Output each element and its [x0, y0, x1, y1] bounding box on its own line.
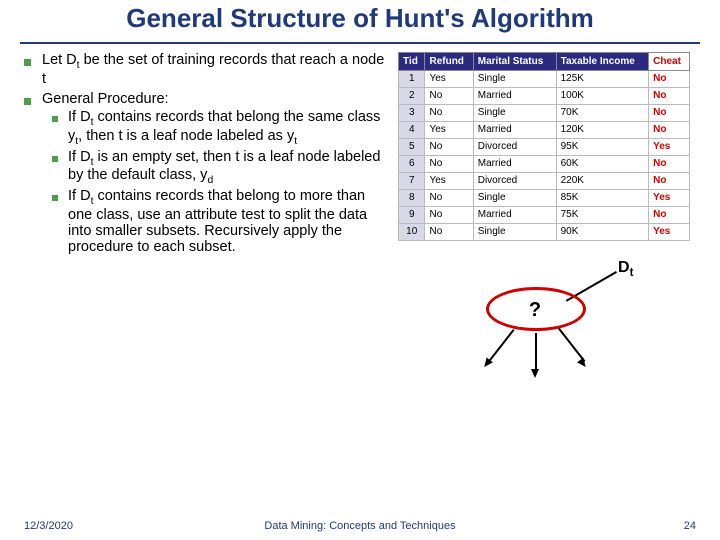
table-col-2: Marital Status — [473, 52, 556, 70]
dt-label: Dt — [618, 259, 633, 279]
table-row: 9NoMarried75KNo — [399, 206, 690, 223]
bullet-2b: If Dt is an empty set, then t is a leaf … — [42, 149, 390, 187]
child-arrow-2 — [535, 333, 537, 373]
bullet-2: General Procedure: If Dt contains record… — [20, 91, 390, 255]
slide-title: General Structure of Hunt's Algorithm — [0, 0, 720, 42]
table-row: 7YesDivorced220KNo — [399, 172, 690, 189]
table-row: 5NoDivorced95KYes — [399, 138, 690, 155]
table-row: 3NoSingle70KNo — [399, 104, 690, 121]
training-data-table: TidRefundMarital StatusTaxable IncomeChe… — [398, 52, 690, 241]
table-col-0: Tid — [399, 52, 425, 70]
footer-center: Data Mining: Concepts and Techniques — [0, 520, 720, 532]
title-divider — [20, 42, 700, 44]
child-arrow-1 — [487, 329, 514, 363]
content-area: Let Dt be the set of training records th… — [0, 52, 720, 381]
table-col-4: Cheat — [649, 52, 690, 70]
table-row: 6NoMarried60KNo — [399, 155, 690, 172]
table-row: 2NoMarried100KNo — [399, 87, 690, 104]
table-col-3: Taxable Income — [556, 52, 649, 70]
table-row: 4YesMarried120KNo — [399, 121, 690, 138]
table-col-1: Refund — [425, 52, 473, 70]
table-row: 1YesSingle125KNo — [399, 70, 690, 87]
table-row: 8NoSingle85KYes — [399, 189, 690, 206]
child-arrow-2-head — [531, 369, 539, 378]
table-row: 10NoSingle90KYes — [399, 223, 690, 240]
slide-footer: 12/3/2020 Data Mining: Concepts and Tech… — [0, 520, 720, 532]
table-body: 1YesSingle125KNo2NoMarried100KNo3NoSingl… — [399, 70, 690, 240]
right-column: TidRefundMarital StatusTaxable IncomeChe… — [390, 52, 690, 381]
root-question-node: ? — [518, 293, 552, 327]
child-arrow-3 — [558, 328, 585, 362]
child-arrow-3-head — [577, 357, 589, 369]
tree-diagram: Dt ? — [398, 251, 678, 381]
bullet-2c: If Dt contains records that belong to mo… — [42, 188, 390, 255]
bullet-column: Let Dt be the set of training records th… — [20, 52, 390, 381]
table-header-row: TidRefundMarital StatusTaxable IncomeChe… — [399, 52, 690, 70]
bullet-2a: If Dt contains records that belong the s… — [42, 109, 390, 147]
bullet-1: Let Dt be the set of training records th… — [20, 52, 390, 87]
